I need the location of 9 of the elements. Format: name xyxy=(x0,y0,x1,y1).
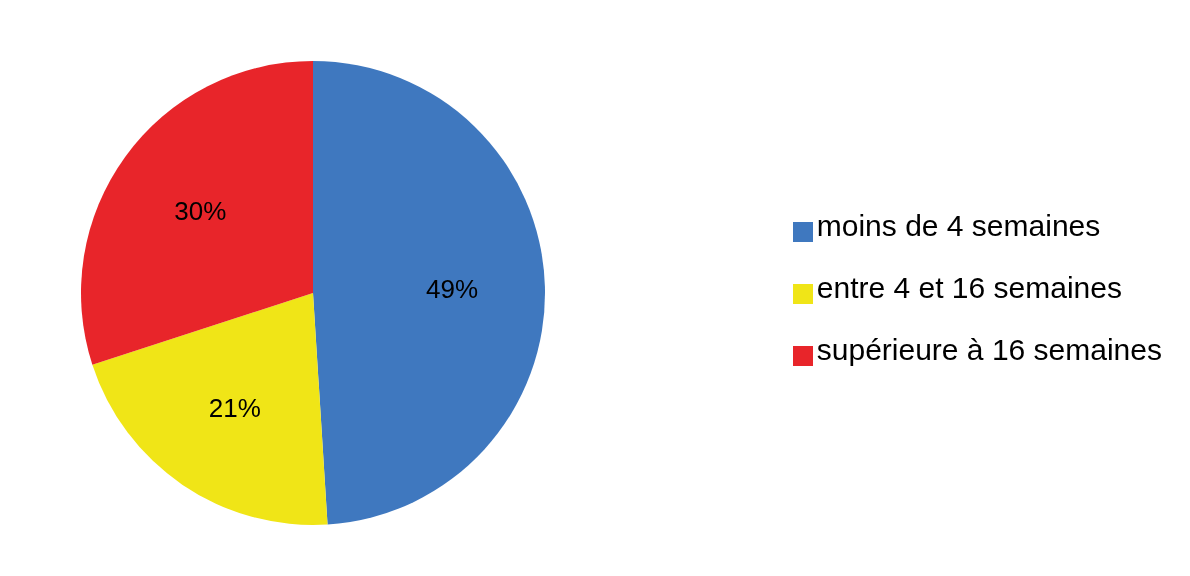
legend-label: entre 4 et 16 semaines xyxy=(816,271,1122,304)
pie-slice xyxy=(92,293,328,525)
pie-slice xyxy=(313,61,545,525)
legend-label: supérieure à 16 semaines xyxy=(816,333,1162,366)
legend-label: moins de 4 semaines xyxy=(816,209,1101,242)
data-label: 30% xyxy=(174,196,227,227)
data-label: 21% xyxy=(208,393,261,424)
data-label: 49% xyxy=(426,273,479,304)
pie-slice xyxy=(81,61,313,365)
